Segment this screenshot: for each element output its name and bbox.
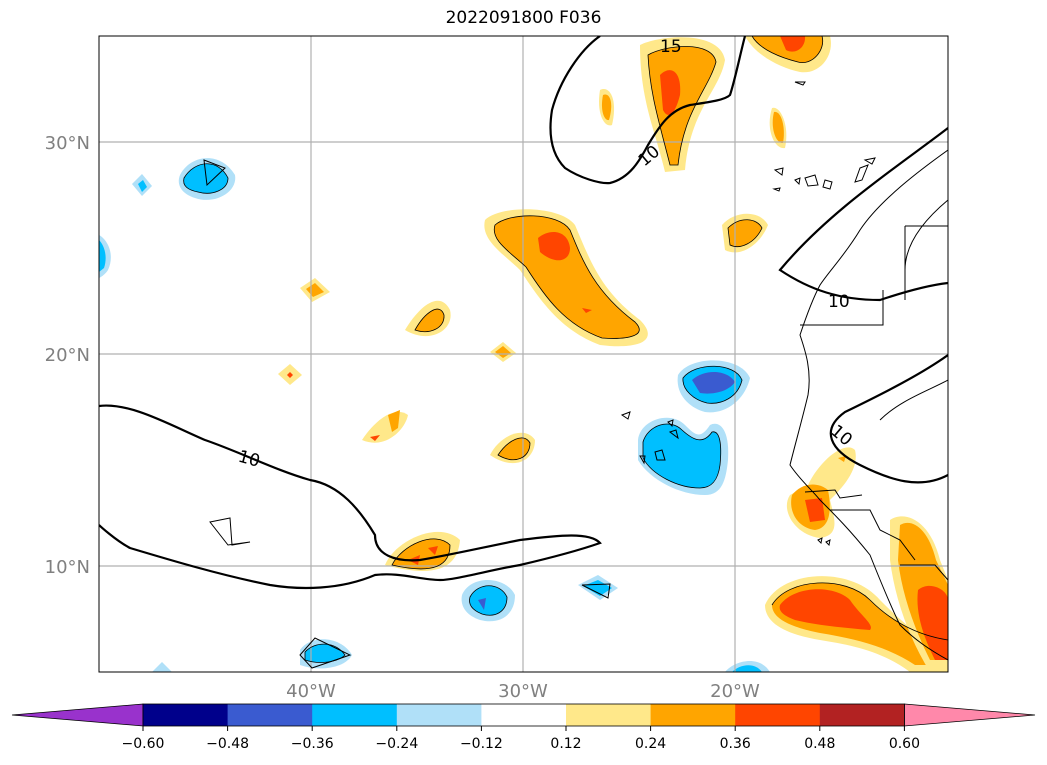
colorbar-segment — [735, 704, 821, 726]
colorbar-tick-label: 0.36 — [720, 736, 751, 752]
colorbar-segment — [819, 704, 905, 726]
lon-label-40w: 40°W — [286, 681, 336, 702]
lat-label-10n: 10°N — [45, 557, 90, 578]
colorbar-segment — [566, 704, 652, 726]
colorbar: −0.60 −0.48 −0.36 −0.24 −0.12 0.12 0.24 0.36 0.4… — [11, 703, 1036, 752]
colorbar-extend-low — [11, 703, 144, 727]
colorbar-segment — [481, 704, 567, 726]
gridlines — [99, 36, 948, 672]
latitude-labels: 30°N 20°N 10°N — [45, 133, 90, 578]
longitude-labels: 40°W 30°W 20°W — [286, 681, 760, 702]
colorbar-segment — [227, 704, 313, 726]
colorbar-tick-label: −0.48 — [206, 736, 249, 752]
contour-label-10-d: 10 — [827, 421, 856, 450]
coastlines — [203, 81, 948, 669]
positive-shading — [278, 36, 948, 672]
colorbar-tick-label: −0.60 — [122, 736, 165, 752]
colorbar-tick-label: −0.24 — [375, 736, 418, 752]
contour-label-10-b: 10 — [828, 292, 850, 312]
contour-label-10-c: 10 — [236, 447, 262, 472]
colorbar-frame — [142, 703, 905, 727]
colorbar-tick-label: −0.36 — [291, 736, 334, 752]
colorbar-tick-label: 0.24 — [635, 736, 666, 752]
lon-label-20w: 20°W — [710, 681, 760, 702]
map-title: 2022091800 F036 — [445, 8, 602, 28]
colorbar-tick-label: 0.12 — [550, 736, 581, 752]
negative-shading — [99, 158, 770, 672]
plot-frame — [98, 35, 949, 673]
anomaly-outlines — [183, 36, 948, 663]
colorbar-extend-high — [904, 703, 1036, 727]
lat-label-20n: 20°N — [45, 345, 90, 366]
colorbar-tick-label: −0.12 — [460, 736, 503, 752]
colorbar-tick-label: 0.48 — [804, 736, 835, 752]
lon-label-30w: 30°W — [498, 681, 548, 702]
colorbar-segment — [650, 704, 736, 726]
colorbar-tick-label: 0.60 — [889, 736, 920, 752]
contour-label-15: 15 — [660, 37, 682, 57]
lat-label-30n: 30°N — [45, 133, 90, 154]
colorbar-segment — [143, 704, 229, 726]
map-plot-area: 15 10 10 10 10 — [99, 36, 948, 672]
colorbar-segment — [396, 704, 482, 726]
colorbar-segment — [312, 704, 398, 726]
thick-contours — [99, 36, 948, 590]
